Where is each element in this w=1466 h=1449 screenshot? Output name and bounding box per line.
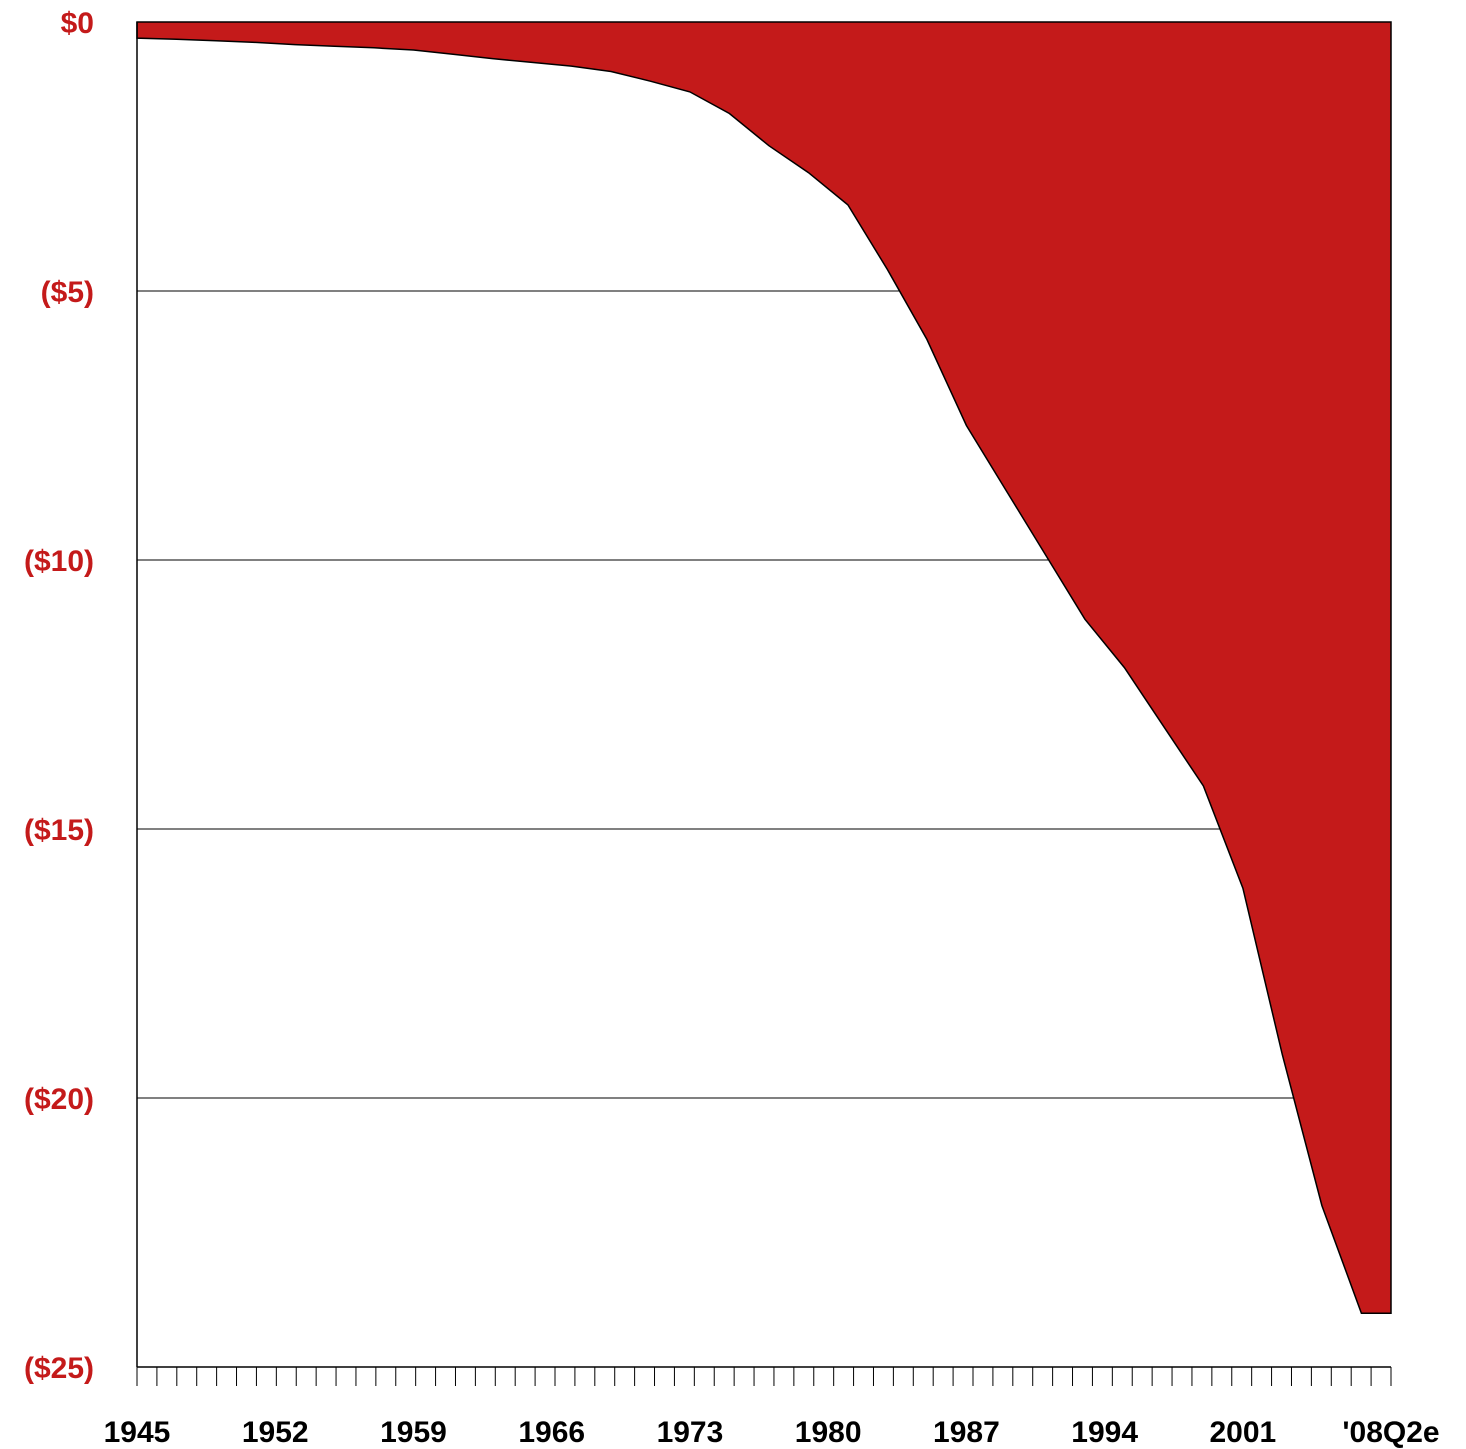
x-tick-label: 1987 xyxy=(933,1416,1000,1449)
y-tick-label: ($25) xyxy=(24,1352,94,1385)
x-tick-label: 1945 xyxy=(104,1416,171,1449)
y-tick-label: $0 xyxy=(61,7,94,40)
x-tick-label: 1966 xyxy=(518,1416,585,1449)
y-tick-label: ($15) xyxy=(24,814,94,847)
x-tick-label: 1994 xyxy=(1071,1416,1138,1449)
deficit-area xyxy=(136,21,1392,1314)
x-tick-label: 1952 xyxy=(242,1416,309,1449)
x-tick-label: 1980 xyxy=(795,1416,862,1449)
x-tick-label: '08Q2e xyxy=(1342,1416,1439,1449)
y-tick-label: ($5) xyxy=(41,276,94,309)
y-tick-label: ($20) xyxy=(24,1083,94,1116)
x-tick-label: 2001 xyxy=(1210,1416,1277,1449)
axes xyxy=(136,21,1391,1368)
y-tick-labels: $0 ($5) ($10) ($15) ($20) ($25) xyxy=(24,7,94,1385)
x-tick-label: 1973 xyxy=(657,1416,724,1449)
x-tick-label: 1959 xyxy=(380,1416,447,1449)
x-minor-ticks xyxy=(136,1367,1392,1386)
x-tick-labels: 1945 1952 1959 1966 1973 1980 1987 1994 2001 '08Q… xyxy=(104,1416,1440,1449)
y-tick-label: ($10) xyxy=(24,545,94,578)
